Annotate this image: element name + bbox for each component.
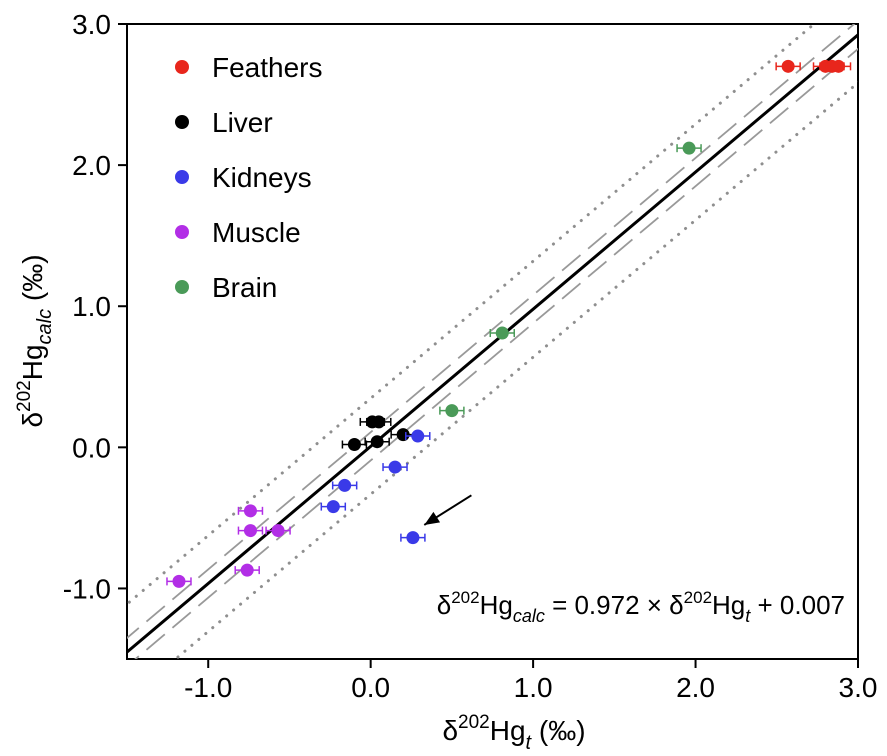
- confidence-band-upper: [127, 24, 856, 640]
- y-tick-label: 0.0: [72, 432, 111, 463]
- data-point-kidneys: [388, 460, 402, 474]
- regression-line: [127, 32, 858, 655]
- legend-label-liver: Liver: [212, 107, 273, 138]
- data-point-brain: [495, 326, 509, 340]
- legend-label-brain: Brain: [212, 272, 277, 303]
- legend-label-muscle: Muscle: [212, 217, 301, 248]
- legend-marker-feathers: [175, 60, 189, 74]
- data-point-brain: [445, 404, 459, 418]
- data-point-feathers: [832, 59, 846, 73]
- data-point-liver: [347, 438, 361, 452]
- prediction-band-upper: [127, 24, 817, 607]
- x-axis-label: δ202Hgt (‰): [442, 712, 585, 754]
- data-point-liver: [396, 428, 410, 442]
- x-tick-label: -1.0: [184, 672, 232, 703]
- data-point-kidneys: [338, 478, 352, 492]
- data-point-muscle: [240, 563, 254, 577]
- data-point-kidneys: [406, 531, 420, 545]
- data-point-feathers: [781, 59, 795, 73]
- fit-equation: δ202Hgcalc = 0.972 × δ202Hgt + 0.007: [437, 588, 845, 626]
- data-point-muscle: [271, 524, 285, 538]
- x-tick-label: 1.0: [514, 672, 553, 703]
- x-tick-label: 2.0: [676, 672, 715, 703]
- y-tick-label: 2.0: [72, 150, 111, 181]
- data-point-brain: [682, 141, 696, 155]
- y-axis-label: δ202Hgcalc (‰): [14, 254, 56, 427]
- legend-marker-brain: [175, 280, 189, 294]
- legend-marker-muscle: [175, 225, 189, 239]
- legend-marker-kidneys: [175, 170, 189, 184]
- y-tick-label: -1.0: [63, 573, 111, 604]
- data-point-liver: [370, 435, 384, 449]
- data-point-muscle: [243, 504, 257, 518]
- data-point-kidneys: [411, 429, 425, 443]
- y-tick-label: 3.0: [72, 9, 111, 40]
- legend-label-feathers: Feathers: [212, 52, 323, 83]
- data-point-kidneys: [326, 500, 340, 514]
- legend-label-kidneys: Kidneys: [212, 162, 312, 193]
- prediction-band-lower: [173, 80, 858, 659]
- plot-frame: [126, 23, 859, 660]
- data-point-muscle: [172, 574, 186, 588]
- legend-marker-liver: [175, 115, 189, 129]
- annotation-arrow-head: [424, 511, 441, 525]
- x-tick-label: 3.0: [839, 672, 878, 703]
- legend: Feathers Liver Kidneys Muscle Brain: [175, 52, 323, 303]
- x-tick-label: 0.0: [351, 672, 390, 703]
- y-tick-label: 1.0: [72, 291, 111, 322]
- data-point-muscle: [243, 524, 257, 538]
- confidence-band-lower: [134, 47, 858, 659]
- data-point-liver: [372, 415, 386, 429]
